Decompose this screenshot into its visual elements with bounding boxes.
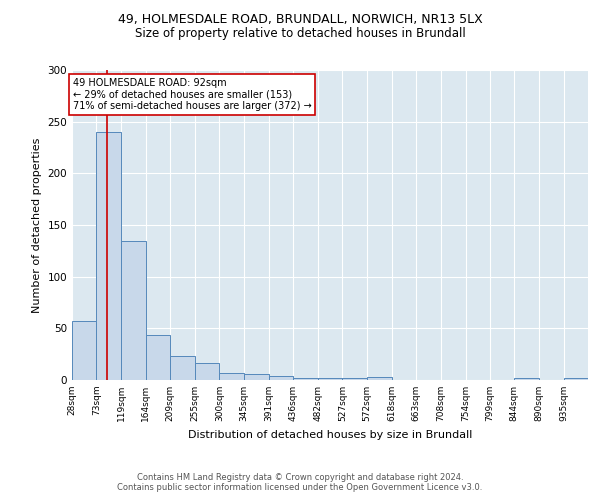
Bar <box>195 364 220 380</box>
Bar <box>318 378 343 380</box>
Bar <box>146 334 170 380</box>
Bar <box>220 373 244 380</box>
Y-axis label: Number of detached properties: Number of detached properties <box>32 138 42 312</box>
Text: 49, HOLMESDALE ROAD, BRUNDALL, NORWICH, NR13 5LX: 49, HOLMESDALE ROAD, BRUNDALL, NORWICH, … <box>118 12 482 26</box>
Bar <box>293 378 318 380</box>
Bar <box>72 321 97 380</box>
Bar <box>343 378 367 380</box>
Bar <box>367 377 392 380</box>
Bar <box>514 378 539 380</box>
Bar <box>269 376 293 380</box>
Bar <box>244 374 269 380</box>
Text: Contains HM Land Registry data © Crown copyright and database right 2024.
Contai: Contains HM Land Registry data © Crown c… <box>118 473 482 492</box>
Bar <box>170 356 195 380</box>
X-axis label: Distribution of detached houses by size in Brundall: Distribution of detached houses by size … <box>188 430 472 440</box>
Bar <box>97 132 121 380</box>
Text: Size of property relative to detached houses in Brundall: Size of property relative to detached ho… <box>134 28 466 40</box>
Bar <box>563 378 588 380</box>
Text: 49 HOLMESDALE ROAD: 92sqm
← 29% of detached houses are smaller (153)
71% of semi: 49 HOLMESDALE ROAD: 92sqm ← 29% of detac… <box>73 78 311 112</box>
Bar <box>121 240 146 380</box>
